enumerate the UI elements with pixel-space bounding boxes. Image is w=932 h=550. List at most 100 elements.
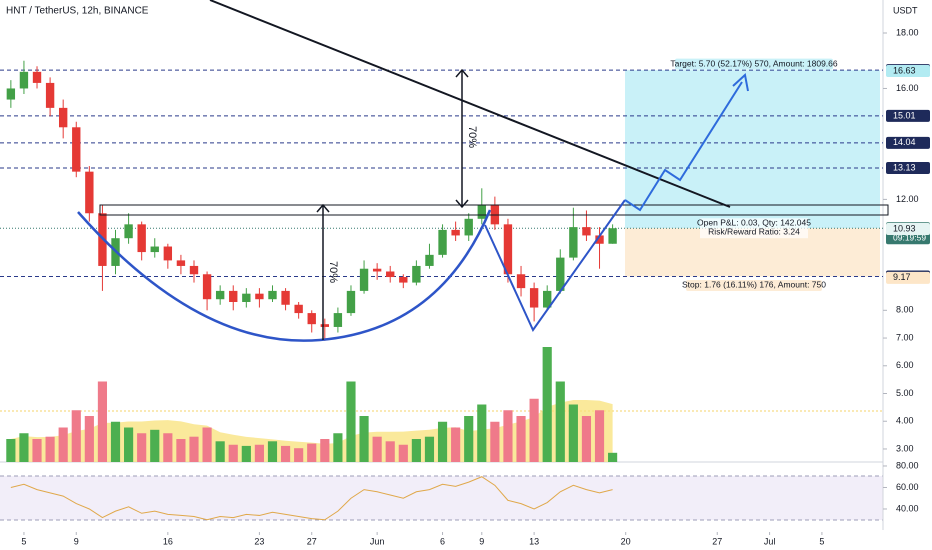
position-tool: Target: 5.70 (52.17%) 570, Amount: 1809.… (0, 58, 883, 291)
candle-body (202, 274, 212, 300)
candle-body (176, 260, 186, 266)
volume-bar (346, 381, 356, 462)
volume-bar (503, 410, 513, 462)
x-tick-label: Jun (370, 536, 385, 546)
volume-bar (84, 416, 94, 462)
volume-bar (516, 416, 526, 462)
candle-body (346, 290, 356, 314)
target-zone (625, 70, 880, 229)
candle-body (503, 224, 513, 275)
stop-label: Stop: 1.76 (16.11%) 176, Amount: 750 (682, 280, 826, 290)
volume-bar (6, 439, 16, 462)
volume-bar (215, 441, 225, 462)
volume-bar (529, 398, 539, 462)
measure-left-label: 70% (327, 261, 339, 283)
y-tick-label: 4.00 (896, 416, 914, 426)
volume-bar (542, 347, 552, 462)
projection-arrowhead (732, 73, 749, 92)
measure-left-arrow (316, 203, 330, 213)
y2-tick-label: 80.00 (896, 460, 919, 470)
volume-ma-area (10, 400, 613, 462)
volume-bar (581, 416, 592, 462)
candle-body (268, 290, 277, 300)
y-tick-label: 8.00 (896, 305, 914, 315)
volume-bar (71, 410, 81, 462)
target-label: Target: 5.70 (52.17%) 570, Amount: 1809.… (670, 58, 838, 68)
volume-bar (451, 427, 461, 462)
volume-bar (110, 421, 121, 462)
candle-body (333, 313, 343, 327)
risk-reward-label: Risk/Reward Ratio: 3.24 (708, 226, 800, 236)
volume-bar (555, 381, 565, 462)
x-tick-label: 9 (74, 536, 79, 546)
candle-body (386, 271, 395, 278)
measure-right-arrow-top (455, 68, 469, 78)
volume-bar (490, 421, 500, 462)
measure-right-arrow-bottom (455, 199, 469, 209)
axes: HNT / TetherUS, 12h, BINANCE USDT 18.00 1… (6, 5, 930, 546)
candle-body (255, 293, 264, 300)
chart-title: HNT / TetherUS, 12h, BINANCE (6, 6, 149, 17)
volume-bar (372, 436, 382, 462)
candle-body (582, 227, 591, 236)
candle-body (6, 88, 16, 100)
volume-bar (294, 448, 304, 462)
volume-bar (333, 433, 343, 462)
plot (6, 60, 618, 521)
volume-bar (608, 452, 618, 462)
stop-label-box (686, 279, 822, 291)
candle-body (464, 218, 473, 236)
volume-bar (594, 410, 605, 462)
price-badge (886, 136, 930, 149)
candle-body (307, 313, 316, 325)
x-tick-label: 13 (529, 536, 539, 546)
candle-body (189, 265, 199, 275)
handle-lines (484, 199, 626, 332)
x-tick-label: 16 (163, 536, 173, 546)
volume-bar (464, 416, 474, 462)
target-label-box (675, 58, 833, 70)
candle-body (359, 268, 369, 291)
y-tick-label: 3.00 (896, 443, 914, 453)
volume-bar (437, 421, 448, 462)
pnl-box (700, 218, 808, 239)
candle-body (124, 224, 133, 239)
price-badge (886, 162, 930, 175)
x-tick-label: Jul (764, 536, 776, 546)
x-tick-label: 5 (21, 536, 26, 546)
countdown: 09:19:59 (893, 232, 926, 242)
volume-bar (307, 443, 317, 462)
candle-body (32, 71, 42, 83)
price-badge-label: 14.04 (893, 137, 916, 147)
volume-bar (32, 439, 42, 462)
candle-body (595, 235, 604, 244)
x-tick-label: 5 (819, 536, 824, 546)
price-badge (886, 64, 930, 77)
candle-body (372, 268, 382, 272)
candle-body (150, 246, 159, 253)
volume-bar (228, 444, 238, 462)
candle-body (451, 229, 460, 236)
volume-bar (176, 439, 186, 462)
candle-body (242, 293, 251, 302)
candle-body (137, 224, 146, 253)
candle-body (163, 246, 173, 261)
price-badge-label: 10.93 (893, 223, 916, 233)
x-tick-label: 6 (440, 536, 445, 546)
candle-body (412, 265, 421, 283)
volume-bar (163, 433, 173, 462)
candle-body (229, 290, 238, 302)
pnl-label: Open P&L: 0.03, Qty: 142.045 (697, 217, 811, 227)
candle-body (215, 290, 225, 300)
volume-bar (189, 436, 199, 462)
y-tick-label: 6.00 (896, 360, 914, 370)
volume-bar (150, 429, 160, 462)
y-tick-label: 7.00 (896, 332, 914, 342)
volume-bar (124, 427, 134, 462)
x-tick-label: 9 (479, 536, 484, 546)
candle-body (425, 254, 434, 266)
candle-body (72, 127, 81, 172)
candle-body (477, 204, 486, 219)
candle-body (320, 324, 329, 327)
